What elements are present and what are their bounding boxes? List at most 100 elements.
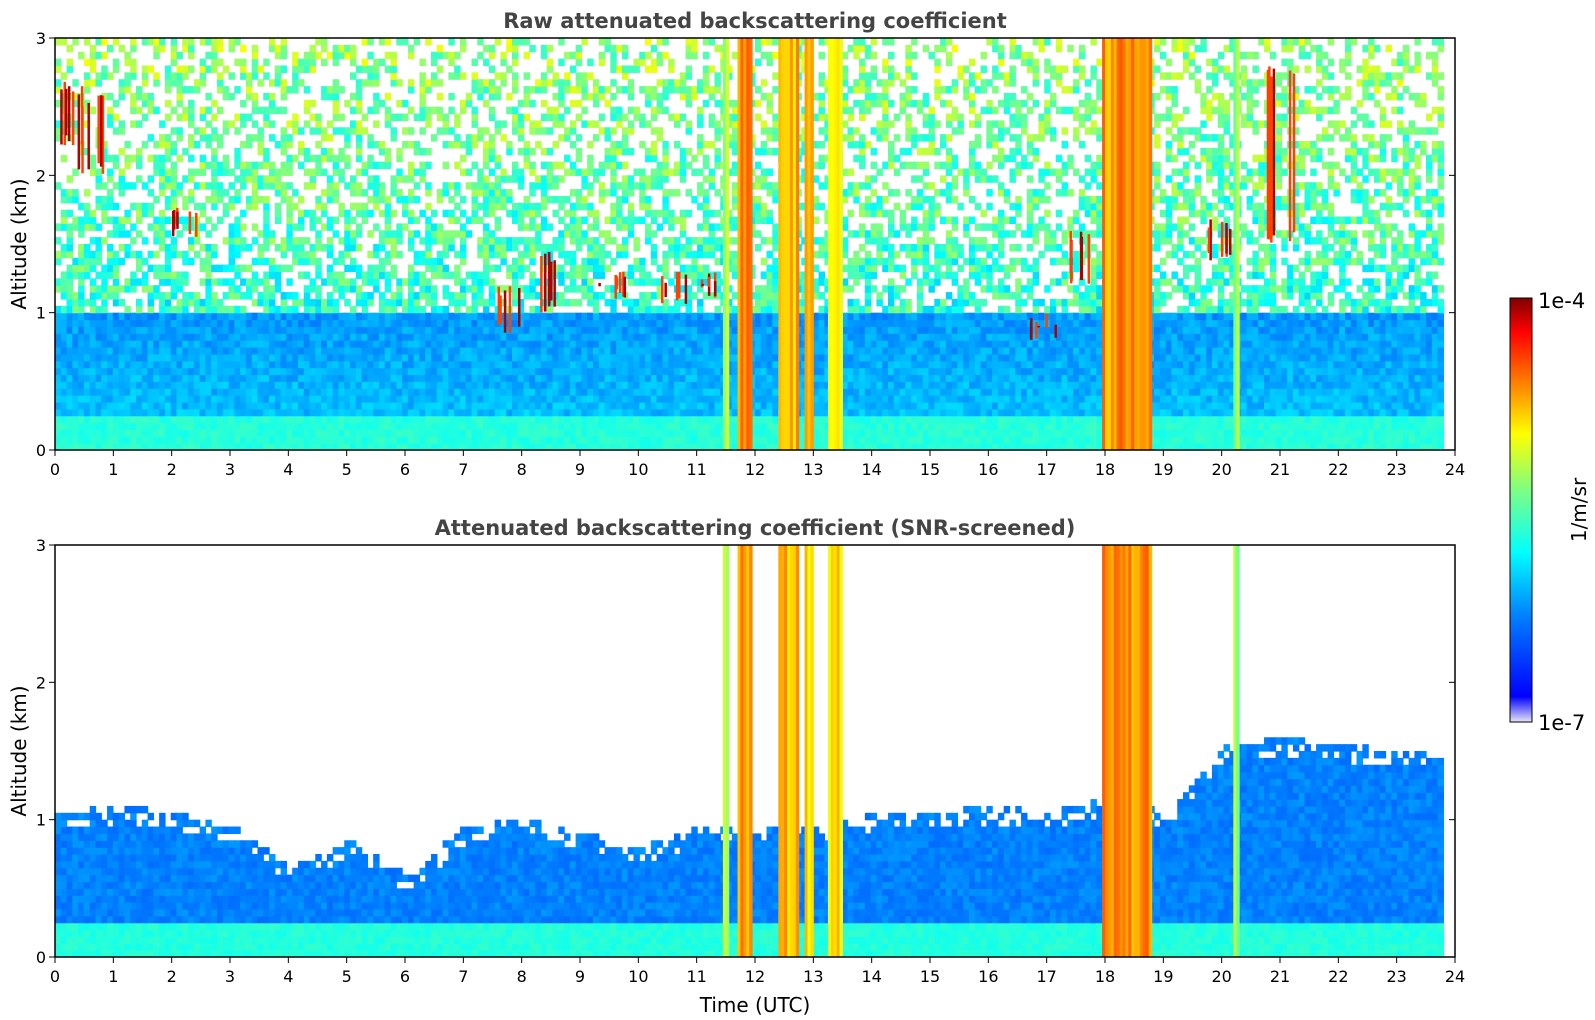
heatmap-cell (535, 209, 542, 218)
heatmap-cell (78, 429, 85, 437)
heatmap-cell (436, 92, 444, 101)
heatmap-cell (731, 415, 739, 424)
heatmap-cell (598, 415, 606, 424)
heatmap-cell (78, 223, 85, 231)
heatmap-cell (274, 436, 282, 444)
heatmap-cell (639, 395, 646, 403)
heatmap-cell (627, 388, 635, 396)
heatmap-cell (679, 147, 687, 156)
heatmap-cell (95, 353, 102, 362)
heatmap-cell (714, 257, 721, 266)
heatmap-cell (459, 292, 467, 300)
heatmap-cell (211, 340, 218, 348)
heatmap-cell (361, 326, 369, 334)
heatmap-cell (685, 147, 692, 156)
heatmap-cell (604, 443, 611, 450)
heatmap-cell (621, 401, 629, 410)
heatmap-cell (118, 408, 126, 417)
heatmap-cell (714, 278, 721, 286)
heatmap-cell (118, 388, 126, 396)
heatmap-cell (130, 223, 137, 231)
heatmap-cell (592, 347, 600, 355)
heatmap-cell (130, 347, 137, 355)
heatmap-cell (483, 257, 490, 266)
heatmap-cell (390, 298, 397, 307)
heatmap-cell (66, 360, 73, 369)
heatmap-cell (656, 285, 664, 293)
heatmap-cell (442, 127, 450, 135)
heatmap-cell (245, 264, 253, 273)
heatmap-cell (535, 415, 542, 424)
heatmap-cell (216, 79, 224, 87)
heatmap-cell (564, 443, 571, 450)
heatmap-cell (286, 141, 293, 149)
heatmap-cell (55, 347, 62, 355)
heatmap-cell (286, 360, 293, 369)
heatmap-cell (112, 312, 120, 321)
heatmap-cell (176, 305, 183, 314)
heatmap-cell (315, 347, 322, 355)
heatmap-cell (66, 401, 73, 410)
heatmap-cell (685, 44, 692, 53)
heatmap-cell (662, 326, 669, 334)
heatmap-cell (535, 319, 542, 327)
heatmap-cell (332, 429, 340, 437)
heatmap-cell (459, 285, 467, 293)
heatmap-cell (540, 367, 548, 376)
heatmap-cell (529, 271, 536, 279)
heatmap-cell (234, 340, 241, 348)
heatmap-cell (465, 168, 473, 176)
heatmap-cell (471, 401, 478, 410)
heatmap-cell (153, 312, 160, 321)
heatmap-cell (529, 429, 536, 437)
heatmap-cell (257, 360, 264, 369)
heatmap-cell (263, 388, 270, 396)
heatmap-cell (321, 127, 328, 135)
heatmap-cell (419, 250, 426, 259)
heatmap-cell (344, 326, 351, 334)
heatmap-cell (529, 285, 536, 293)
heatmap-cell (396, 278, 403, 286)
heatmap-cell (488, 86, 496, 94)
heatmap-cell (731, 182, 739, 190)
heatmap-cell (511, 278, 519, 286)
heatmap-cell (558, 429, 565, 437)
heatmap-cell (263, 154, 270, 163)
heatmap-cell (269, 120, 276, 128)
heatmap-cell (112, 127, 120, 135)
heatmap-cell (297, 395, 305, 403)
heatmap-cell (621, 443, 629, 450)
heatmap-cell (645, 86, 652, 94)
heatmap-cell (517, 415, 525, 424)
heatmap-cell (685, 189, 692, 197)
heatmap-cell (442, 51, 450, 60)
heatmap-cell (477, 312, 484, 321)
heatmap-cell (697, 285, 704, 293)
heatmap-cell (95, 285, 102, 293)
heatmap-cell (483, 429, 490, 437)
heatmap-cell (673, 388, 681, 396)
heatmap-cell (517, 429, 525, 437)
heatmap-cell (535, 230, 542, 238)
heatmap-cell (697, 326, 704, 334)
heatmap-cell (350, 408, 357, 417)
heatmap-cell (691, 51, 698, 60)
heatmap-cell (89, 65, 97, 73)
heatmap-cell (754, 312, 762, 321)
heatmap-cell (321, 436, 328, 444)
heatmap-cell (216, 429, 224, 437)
heatmap-cell (66, 429, 73, 437)
heatmap-cell (459, 230, 467, 238)
heatmap-cell (332, 58, 340, 67)
heatmap-cell (280, 51, 288, 60)
heatmap-cell (286, 223, 293, 231)
heatmap-cell (546, 353, 554, 362)
heatmap-cell (604, 264, 611, 273)
heatmap-cell (581, 422, 588, 430)
heatmap-cell (344, 244, 351, 252)
heatmap-cell (251, 58, 259, 67)
heatmap-cell (60, 244, 68, 252)
heatmap-cell (257, 319, 264, 327)
heatmap-cell (153, 422, 160, 430)
heatmap-cell (708, 312, 716, 321)
